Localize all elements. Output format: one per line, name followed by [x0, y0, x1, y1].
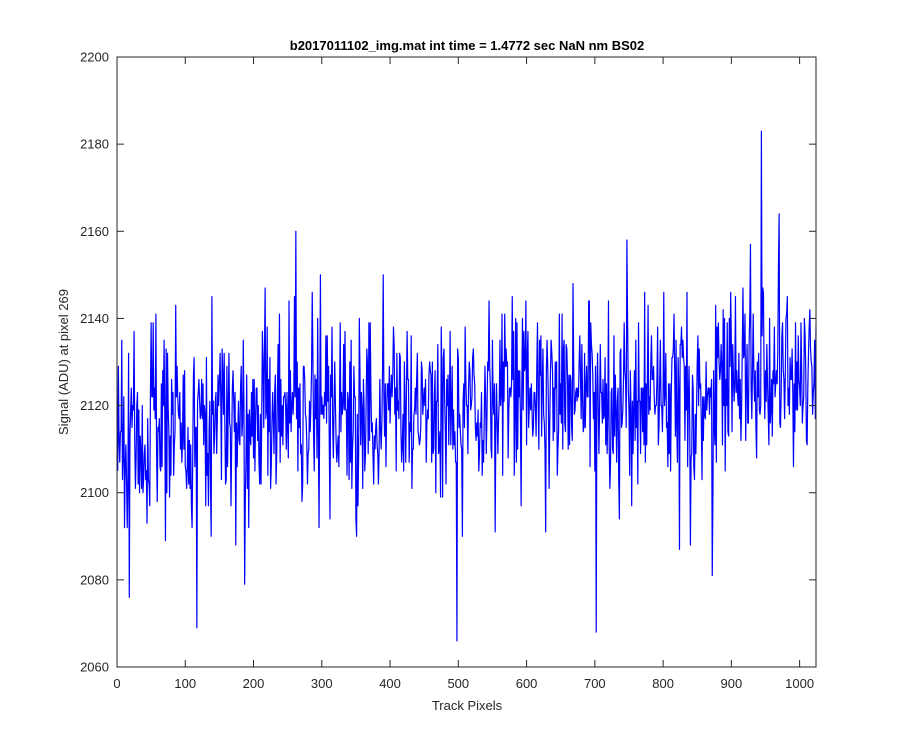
- x-tick-label: 100: [174, 676, 196, 691]
- chart-title: b2017011102_img.mat int time = 1.4772 se…: [290, 38, 644, 53]
- y-tick-label: 2200: [80, 50, 109, 65]
- series-line: [117, 130, 817, 642]
- x-tick-label: 600: [516, 676, 538, 691]
- y-tick-label: 2120: [80, 398, 109, 413]
- x-tick-label: 800: [652, 676, 674, 691]
- y-tick-label: 2060: [80, 660, 109, 675]
- x-tick-label: 1000: [785, 676, 814, 691]
- x-tick-label: 400: [379, 676, 401, 691]
- x-tick-label: 900: [721, 676, 743, 691]
- y-axis-label: Signal (ADU) at pixel 269: [56, 289, 71, 435]
- y-tick-label: 2140: [80, 311, 109, 326]
- axes-box: [116, 56, 817, 668]
- x-axis-label: Track Pixels: [432, 698, 503, 713]
- y-tick-label: 2080: [80, 572, 109, 587]
- y-tick-label: 2100: [80, 485, 109, 500]
- y-tick-label: 2160: [80, 224, 109, 239]
- plot-area: 0 100 200 300 400 500 600 700 800 900 1000 2060 2080…: [80, 50, 817, 691]
- x-tick-label: 0: [113, 676, 120, 691]
- x-tick-label: 200: [243, 676, 265, 691]
- x-tick-label: 300: [311, 676, 333, 691]
- x-tick-label: 700: [584, 676, 606, 691]
- y-tick-label: 2180: [80, 137, 109, 152]
- x-tick-label: 500: [447, 676, 469, 691]
